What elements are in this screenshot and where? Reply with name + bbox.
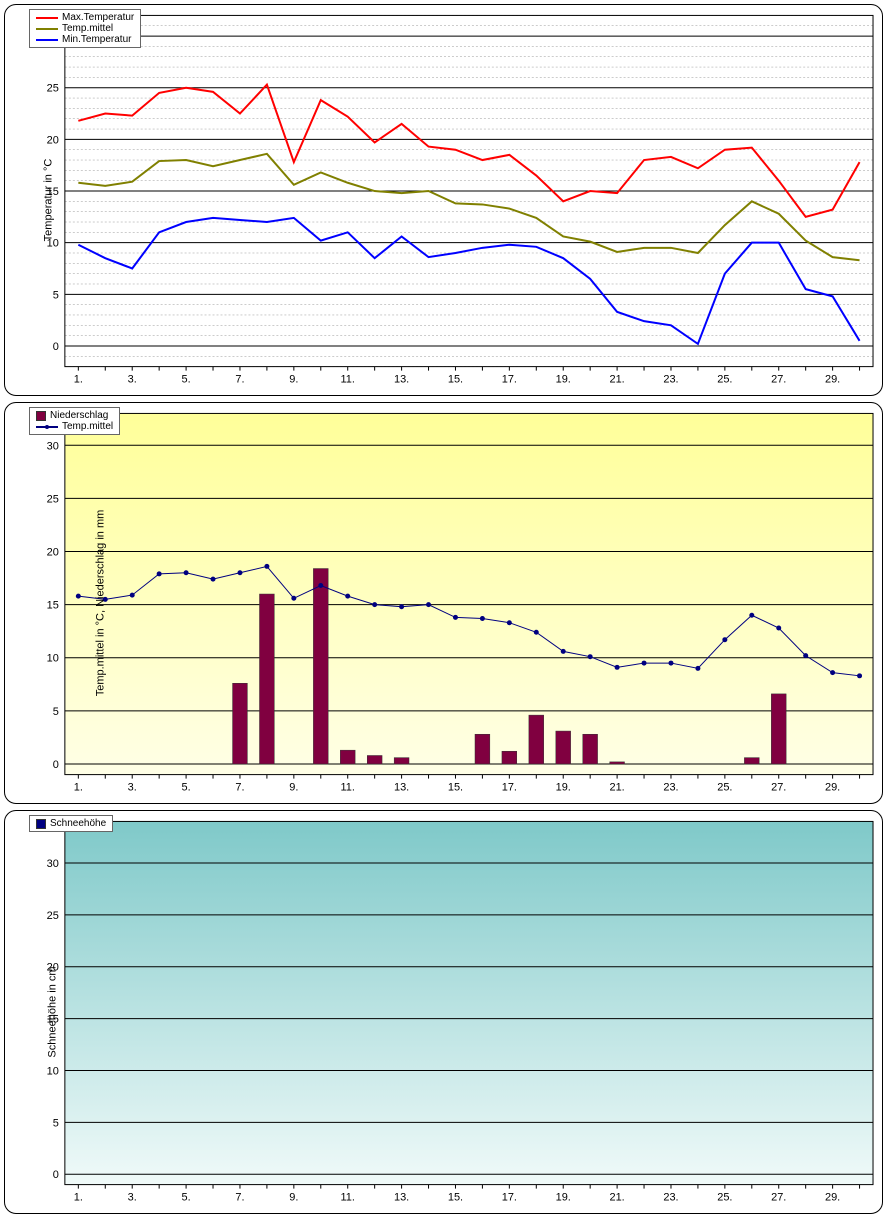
legend-label: Temp.mittel [62, 23, 113, 34]
legend-row: Temp.mittel [36, 23, 134, 34]
chart3-ylabel: Schneehöhe in cm [47, 966, 59, 1057]
svg-text:29.: 29. [825, 1192, 840, 1204]
svg-text:13.: 13. [394, 374, 409, 386]
svg-text:17.: 17. [502, 782, 517, 794]
svg-text:29.: 29. [825, 374, 840, 386]
legend-label: Max.Temperatur [62, 12, 134, 23]
legend-swatch [36, 28, 58, 30]
svg-text:23.: 23. [663, 374, 678, 386]
snow-legend: Schneehöhe [29, 815, 113, 832]
legend-row: Max.Temperatur [36, 12, 134, 23]
svg-text:25.: 25. [717, 1192, 732, 1204]
precipitation-legend: NiederschlagTemp.mittel [29, 407, 120, 435]
svg-text:1.: 1. [74, 1192, 83, 1204]
svg-text:19.: 19. [556, 374, 571, 386]
svg-text:19.: 19. [556, 1192, 571, 1204]
chart1-ylabel: Temperatur in °C [42, 159, 54, 242]
svg-text:25.: 25. [717, 374, 732, 386]
svg-text:20: 20 [47, 547, 59, 559]
svg-text:17.: 17. [502, 374, 517, 386]
svg-text:0: 0 [53, 1169, 59, 1181]
svg-text:27.: 27. [771, 782, 786, 794]
svg-text:30: 30 [47, 440, 59, 452]
svg-text:30: 30 [47, 858, 59, 870]
svg-text:11.: 11. [340, 374, 354, 386]
svg-text:9.: 9. [289, 374, 298, 386]
svg-text:3.: 3. [128, 782, 137, 794]
svg-text:7.: 7. [235, 374, 244, 386]
svg-text:20: 20 [47, 134, 59, 146]
snow-chart-panel: Schneehöhe Schneehöhe in cm 051015202530… [4, 810, 883, 1214]
temperature-chart: 0510152025301.3.5.7.9.11.13.15.17.19.21.… [5, 5, 882, 395]
svg-text:1.: 1. [74, 782, 83, 794]
svg-text:15.: 15. [448, 1192, 463, 1204]
svg-text:5.: 5. [182, 374, 191, 386]
svg-text:15: 15 [47, 600, 59, 612]
legend-label: Temp.mittel [62, 421, 113, 432]
precipitation-chart-panel: NiederschlagTemp.mittel Temp.mittel in °… [4, 402, 883, 804]
svg-text:29.: 29. [825, 782, 840, 794]
legend-swatch [36, 39, 58, 41]
legend-label: Schneehöhe [50, 818, 106, 829]
svg-text:5.: 5. [182, 1192, 191, 1204]
legend-swatch [36, 819, 46, 829]
svg-text:21.: 21. [609, 782, 624, 794]
svg-text:10: 10 [47, 653, 59, 665]
svg-text:0: 0 [53, 759, 59, 771]
svg-text:0: 0 [53, 341, 59, 353]
svg-text:27.: 27. [771, 1192, 786, 1204]
chart2-ylabel: Temp.mittel in °C, Niederschlag in mm [94, 510, 106, 697]
svg-text:1.: 1. [74, 374, 83, 386]
svg-text:15.: 15. [448, 782, 463, 794]
svg-text:21.: 21. [609, 1192, 624, 1204]
temperature-legend: Max.TemperaturTemp.mittelMin.Temperatur [29, 9, 141, 48]
legend-row: Schneehöhe [36, 818, 106, 829]
precipitation-chart: 0 5 10 15 20 25 30 1. 3. 5. 7. 9. 11. 13. 15. 17. 19. 21.… [5, 403, 882, 803]
svg-text:5: 5 [53, 1117, 59, 1129]
svg-text:25: 25 [47, 493, 59, 505]
svg-text:10: 10 [47, 1065, 59, 1077]
svg-text:21.: 21. [609, 374, 624, 386]
svg-text:25.: 25. [717, 782, 732, 794]
svg-text:23.: 23. [663, 782, 678, 794]
svg-text:25: 25 [47, 910, 59, 922]
temperature-chart-panel: Max.TemperaturTemp.mittelMin.Temperatur … [4, 4, 883, 396]
svg-text:5: 5 [53, 706, 59, 718]
legend-label: Min.Temperatur [62, 34, 131, 45]
svg-text:25: 25 [47, 83, 59, 95]
svg-text:27.: 27. [771, 374, 786, 386]
legend-row: Temp.mittel [36, 421, 113, 432]
svg-text:7.: 7. [235, 1192, 244, 1204]
legend-swatch [36, 17, 58, 19]
svg-text:9.: 9. [289, 1192, 298, 1204]
legend-swatch [36, 411, 46, 421]
svg-text:23.: 23. [663, 1192, 678, 1204]
svg-text:3.: 3. [128, 374, 137, 386]
legend-row: Niederschlag [36, 410, 113, 421]
legend-label: Niederschlag [50, 410, 108, 421]
svg-text:5: 5 [53, 289, 59, 301]
svg-text:5.: 5. [182, 782, 191, 794]
svg-text:3.: 3. [128, 1192, 137, 1204]
svg-text:11.: 11. [340, 1192, 354, 1204]
svg-text:13.: 13. [394, 1192, 409, 1204]
legend-row: Min.Temperatur [36, 34, 134, 45]
legend-swatch [36, 426, 58, 428]
snow-chart: 0510152025301.3.5.7.9.11.13.15.17.19.21.… [5, 811, 882, 1213]
svg-text:17.: 17. [502, 1192, 517, 1204]
svg-text:7.: 7. [235, 782, 244, 794]
svg-text:19.: 19. [556, 782, 571, 794]
svg-text:15.: 15. [448, 374, 463, 386]
svg-text:11.: 11. [340, 782, 354, 794]
svg-text:13.: 13. [394, 782, 409, 794]
svg-text:9.: 9. [289, 782, 298, 794]
